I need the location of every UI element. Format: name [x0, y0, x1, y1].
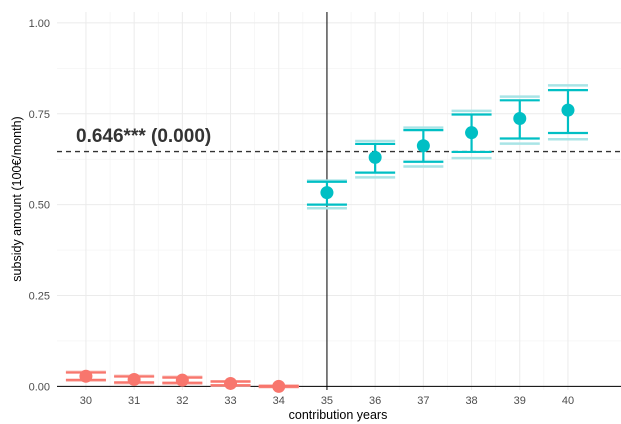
axes [57, 12, 621, 390]
data-point [368, 150, 382, 164]
y-axis-title: subsidy amount (100€/month) [10, 116, 24, 281]
y-tick-label: 0.25 [29, 291, 50, 303]
x-tick-label: 38 [465, 395, 477, 407]
major-gridlines [57, 12, 621, 390]
x-tick-label: 33 [224, 395, 236, 407]
data-point [320, 186, 334, 200]
x-tick-label: 34 [273, 395, 285, 407]
x-tick-label: 40 [562, 395, 574, 407]
y-tick-label: 0.00 [29, 381, 50, 393]
x-tick-label: 39 [514, 395, 526, 407]
y-tick-label: 1.00 [29, 18, 50, 30]
x-tick-label: 37 [417, 395, 429, 407]
x-tick-label: 36 [369, 395, 381, 407]
data-point [513, 111, 527, 125]
data-point [561, 103, 575, 117]
x-tick-label: 31 [128, 395, 140, 407]
data-point [416, 139, 430, 153]
estimate-annotation: 0.646*** (0.000) [76, 126, 211, 147]
minor-gridlines [57, 12, 621, 390]
data-points [79, 103, 575, 393]
data-point [272, 379, 286, 393]
error-bars [65, 84, 588, 389]
data-point [224, 376, 238, 390]
data-point [175, 373, 189, 387]
data-point [127, 372, 141, 386]
y-tick-label: 0.50 [29, 200, 50, 212]
x-tick-label: 35 [321, 395, 333, 407]
tick-labels: 30 31 32 33 34 35 36 37 38 39 40 0.00 0.25 0.50 0.75 1.… [29, 18, 575, 407]
x-tick-label: 32 [176, 395, 188, 407]
data-point [79, 369, 93, 383]
x-tick-label: 30 [80, 395, 92, 407]
data-point [465, 126, 479, 140]
x-axis-title: contribution years [289, 408, 388, 422]
y-tick-label: 0.75 [29, 109, 50, 121]
